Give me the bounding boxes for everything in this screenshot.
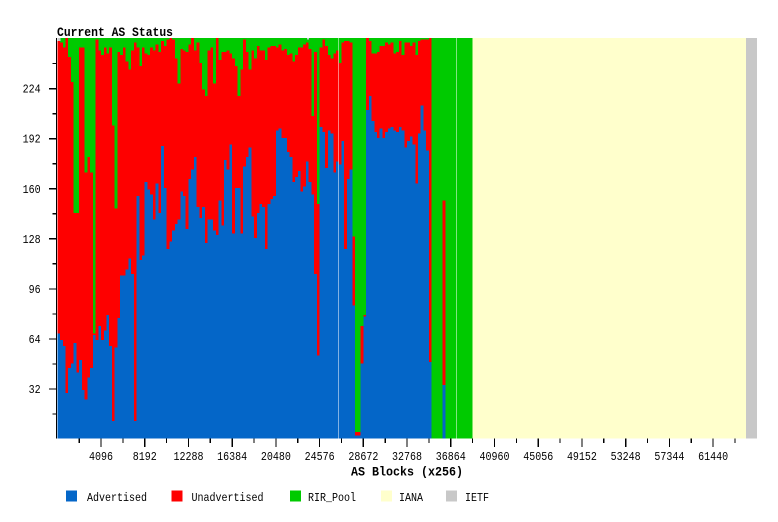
svg-text:96: 96 <box>29 283 41 297</box>
svg-text:Current AS Status: Current AS Status <box>57 25 173 40</box>
svg-text:4096: 4096 <box>89 450 113 464</box>
svg-text:20480: 20480 <box>261 450 291 464</box>
svg-text:61440: 61440 <box>698 450 728 464</box>
svg-text:40960: 40960 <box>480 450 510 464</box>
svg-text:24576: 24576 <box>305 450 335 464</box>
svg-text:45056: 45056 <box>523 450 553 464</box>
svg-text:AS Blocks (x256): AS Blocks (x256) <box>351 465 463 480</box>
svg-text:32: 32 <box>29 383 41 397</box>
svg-text:IETF: IETF <box>465 491 489 505</box>
svg-text:64: 64 <box>29 333 41 347</box>
svg-text:IANA: IANA <box>399 491 424 505</box>
svg-text:57344: 57344 <box>654 450 684 464</box>
svg-text:224: 224 <box>23 83 41 97</box>
svg-text:12288: 12288 <box>173 450 203 464</box>
svg-text:49152: 49152 <box>567 450 597 464</box>
svg-text:8192: 8192 <box>133 450 157 464</box>
svg-text:32768: 32768 <box>392 450 422 464</box>
svg-text:192: 192 <box>23 133 41 147</box>
svg-text:36864: 36864 <box>436 450 466 464</box>
svg-text:28672: 28672 <box>348 450 378 464</box>
svg-text:128: 128 <box>23 233 41 247</box>
svg-text:Unadvertised: Unadvertised <box>192 491 264 505</box>
svg-text:53248: 53248 <box>611 450 641 464</box>
svg-text:16384: 16384 <box>217 450 247 464</box>
svg-text:Advertised: Advertised <box>87 491 147 505</box>
svg-text:RIR_Pool: RIR_Pool <box>308 491 356 505</box>
svg-text:160: 160 <box>23 183 41 197</box>
